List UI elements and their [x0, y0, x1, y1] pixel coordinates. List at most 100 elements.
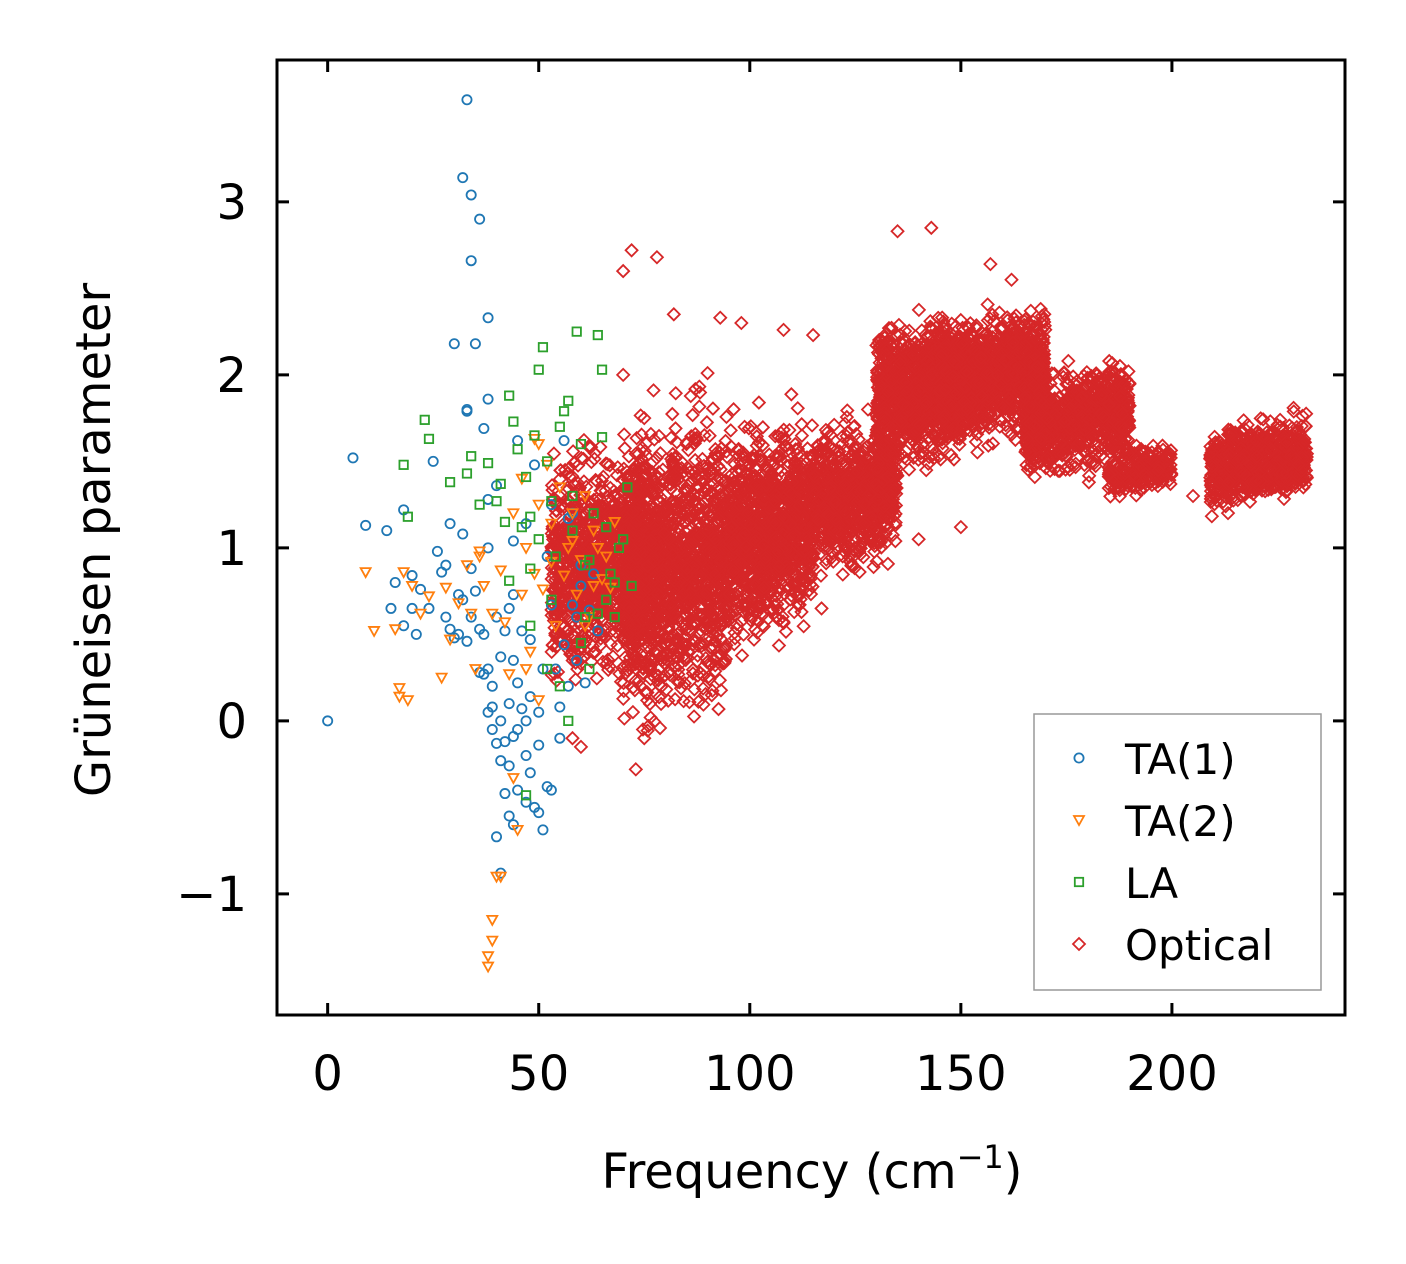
point-optical	[627, 650, 643, 666]
point-optical	[548, 626, 563, 641]
point-optical	[705, 401, 721, 416]
point-optical	[591, 557, 607, 572]
point-optical	[640, 685, 655, 700]
point-optical	[665, 647, 681, 663]
point-optical	[646, 383, 661, 398]
point-optical	[636, 626, 651, 642]
point-optical	[548, 536, 563, 551]
point-optical	[699, 415, 715, 430]
point-optical	[629, 513, 644, 529]
point-optical	[567, 600, 582, 616]
point-optical	[713, 462, 728, 477]
point-optical	[585, 638, 601, 654]
point-optical	[642, 582, 657, 597]
point-optical	[744, 610, 760, 625]
point-optical	[787, 489, 803, 504]
point-optical	[661, 587, 677, 602]
point-optical	[755, 420, 771, 435]
point-optical	[712, 445, 728, 460]
point-optical	[731, 448, 747, 463]
point-optical	[666, 516, 682, 531]
point-optical	[583, 525, 598, 541]
point-optical	[671, 526, 686, 542]
point-optical	[768, 529, 784, 545]
point-optical	[773, 582, 789, 598]
point-optical	[784, 588, 799, 603]
point-optical	[553, 631, 568, 646]
point-optical	[758, 550, 773, 566]
point-optical	[663, 636, 679, 651]
point-optical	[770, 583, 785, 599]
point-optical	[646, 622, 662, 638]
point-optical	[703, 621, 718, 636]
point-optical	[708, 601, 724, 616]
point-optical	[762, 447, 777, 462]
point-optical	[546, 446, 562, 461]
point-optical	[719, 409, 734, 425]
point-optical	[748, 477, 764, 493]
point-optical	[736, 482, 751, 497]
point-optical	[713, 682, 729, 698]
point-optical	[616, 691, 631, 707]
point-optical	[591, 600, 606, 616]
point-optical	[755, 437, 771, 453]
point-optical	[662, 629, 678, 645]
point-optical	[606, 495, 622, 511]
point-optical	[580, 619, 595, 634]
point-optical	[682, 493, 697, 509]
point-optical	[623, 493, 638, 509]
point-optical	[796, 619, 811, 634]
point-optical	[710, 449, 726, 465]
point-optical	[698, 686, 713, 702]
point-optical	[561, 493, 576, 509]
point-optical	[802, 531, 818, 546]
point-optical	[702, 428, 717, 444]
point-optical	[675, 587, 691, 602]
point-optical	[743, 517, 759, 532]
point-optical	[768, 487, 784, 503]
point-optical	[593, 439, 608, 455]
point-optical	[576, 474, 592, 489]
point-optical	[792, 498, 807, 514]
point-optical	[632, 678, 648, 693]
point-optical	[687, 452, 703, 468]
point-optical	[714, 524, 730, 539]
point-optical	[626, 462, 642, 477]
point-optical	[618, 580, 634, 596]
point-optical	[676, 693, 691, 709]
point-optical	[635, 613, 651, 628]
point-optical	[782, 560, 797, 575]
point-optical	[788, 549, 804, 565]
point-optical	[752, 585, 767, 600]
point-optical	[652, 720, 668, 736]
point-optical	[707, 526, 723, 541]
point-optical	[776, 615, 791, 631]
point-optical	[699, 585, 715, 601]
point-optical	[625, 504, 641, 520]
point-optical	[670, 674, 686, 690]
point-optical	[642, 499, 658, 514]
point-optical	[594, 500, 610, 516]
point-optical	[647, 432, 662, 447]
point-optical	[674, 507, 690, 523]
point-optical	[645, 487, 661, 502]
point-optical	[774, 541, 790, 557]
point-optical	[657, 668, 672, 683]
point-optical	[803, 586, 819, 602]
point-optical	[686, 530, 702, 546]
point-optical	[632, 587, 648, 603]
point-optical	[632, 536, 647, 551]
point-optical	[732, 498, 748, 513]
point-optical	[690, 497, 705, 513]
point-optical	[588, 629, 603, 644]
point-optical	[600, 605, 616, 620]
point-optical	[593, 592, 608, 608]
point-optical	[804, 461, 820, 476]
point-optical	[703, 543, 718, 558]
point-optical	[752, 559, 767, 575]
point-optical	[726, 563, 741, 579]
point-optical	[657, 504, 672, 519]
point-optical	[576, 649, 591, 665]
point-optical	[734, 648, 750, 663]
point-optical	[571, 573, 586, 589]
